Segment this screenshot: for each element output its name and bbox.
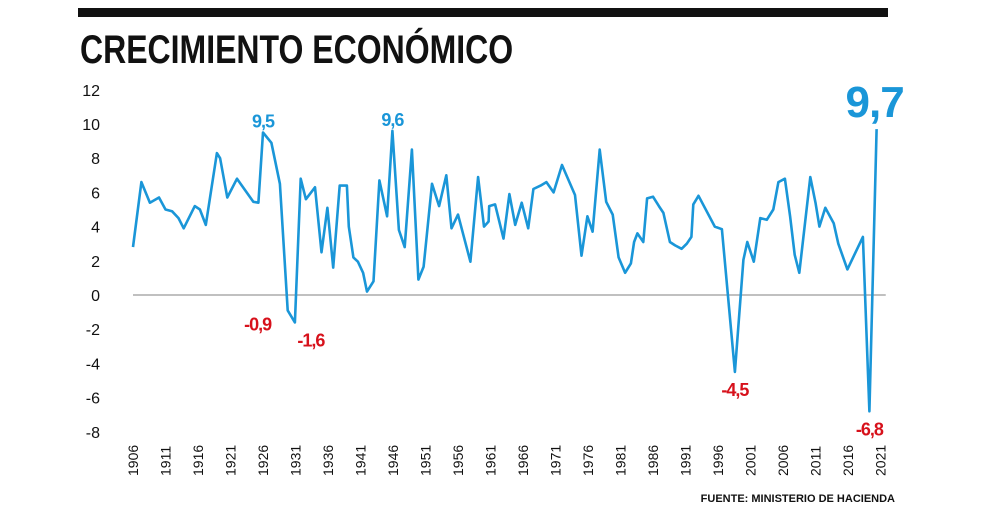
x-tick-label: 2006 bbox=[775, 445, 791, 476]
x-tick-label: 2001 bbox=[743, 445, 759, 476]
x-tick-label: 1951 bbox=[418, 445, 434, 476]
x-tick-label: 2016 bbox=[840, 445, 856, 476]
x-tick-label: 1931 bbox=[288, 445, 304, 476]
x-axis-ticks: 1906 1911 1916 1921 1926 1931 1936 1941 1946 1951… bbox=[125, 445, 889, 476]
y-tick-label: 12 bbox=[82, 83, 100, 100]
x-tick-label: 1961 bbox=[483, 445, 499, 476]
x-tick-label: 1956 bbox=[450, 445, 466, 476]
source-note: FUENTE: MINISTERIO DE HACIENDA bbox=[701, 493, 895, 505]
y-tick-label: -6 bbox=[86, 391, 100, 408]
x-tick-label: 1916 bbox=[190, 445, 206, 476]
data-label: -4,5 bbox=[721, 380, 749, 400]
growth-line bbox=[131, 129, 878, 413]
x-tick-label: 1966 bbox=[515, 445, 531, 476]
x-tick-label: 1991 bbox=[678, 445, 694, 476]
x-tick-label: 1936 bbox=[320, 445, 336, 476]
title-bar bbox=[78, 8, 888, 17]
x-tick-label: 1926 bbox=[255, 445, 271, 476]
x-tick-label: 2021 bbox=[873, 445, 889, 476]
y-tick-label: -4 bbox=[86, 356, 100, 373]
y-axis-ticks: 12 10 8 6 4 2 0 -2 -4 -6 -8 bbox=[82, 83, 100, 442]
x-tick-label: 1921 bbox=[223, 445, 239, 476]
data-label: 9,7 bbox=[846, 78, 904, 127]
x-tick-label: 1976 bbox=[580, 445, 596, 476]
x-tick-label: 1906 bbox=[125, 445, 141, 476]
data-label: -6,8 bbox=[856, 419, 884, 439]
data-label: -1,6 bbox=[297, 330, 325, 350]
data-label: 9,6 bbox=[381, 110, 404, 130]
y-tick-label: 2 bbox=[91, 254, 100, 271]
y-tick-label: -2 bbox=[86, 322, 100, 339]
y-tick-label: 0 bbox=[91, 288, 100, 305]
x-tick-label: 1986 bbox=[645, 445, 661, 476]
x-tick-label: 2011 bbox=[808, 446, 824, 476]
y-tick-label: -8 bbox=[86, 425, 100, 442]
x-tick-label: 1946 bbox=[385, 445, 401, 476]
annotations: 9,5 -0,9 -1,6 9,6 -4,5 -6,8 9,7 bbox=[244, 78, 905, 439]
x-tick-label: 1971 bbox=[548, 445, 564, 476]
x-tick-label: 1981 bbox=[613, 445, 629, 476]
y-tick-label: 10 bbox=[82, 117, 100, 134]
y-tick-label: 4 bbox=[91, 220, 100, 237]
data-label: 9,5 bbox=[252, 112, 275, 132]
chart-title: CRECIMIENTO ECONÓMICO bbox=[80, 25, 513, 71]
y-tick-label: 8 bbox=[91, 151, 100, 168]
y-tick-label: 6 bbox=[91, 185, 100, 202]
x-tick-label: 1996 bbox=[710, 445, 726, 476]
x-tick-label: 1941 bbox=[353, 445, 369, 476]
data-label: -0,9 bbox=[244, 314, 272, 334]
x-tick-label: 1911 bbox=[158, 446, 174, 476]
